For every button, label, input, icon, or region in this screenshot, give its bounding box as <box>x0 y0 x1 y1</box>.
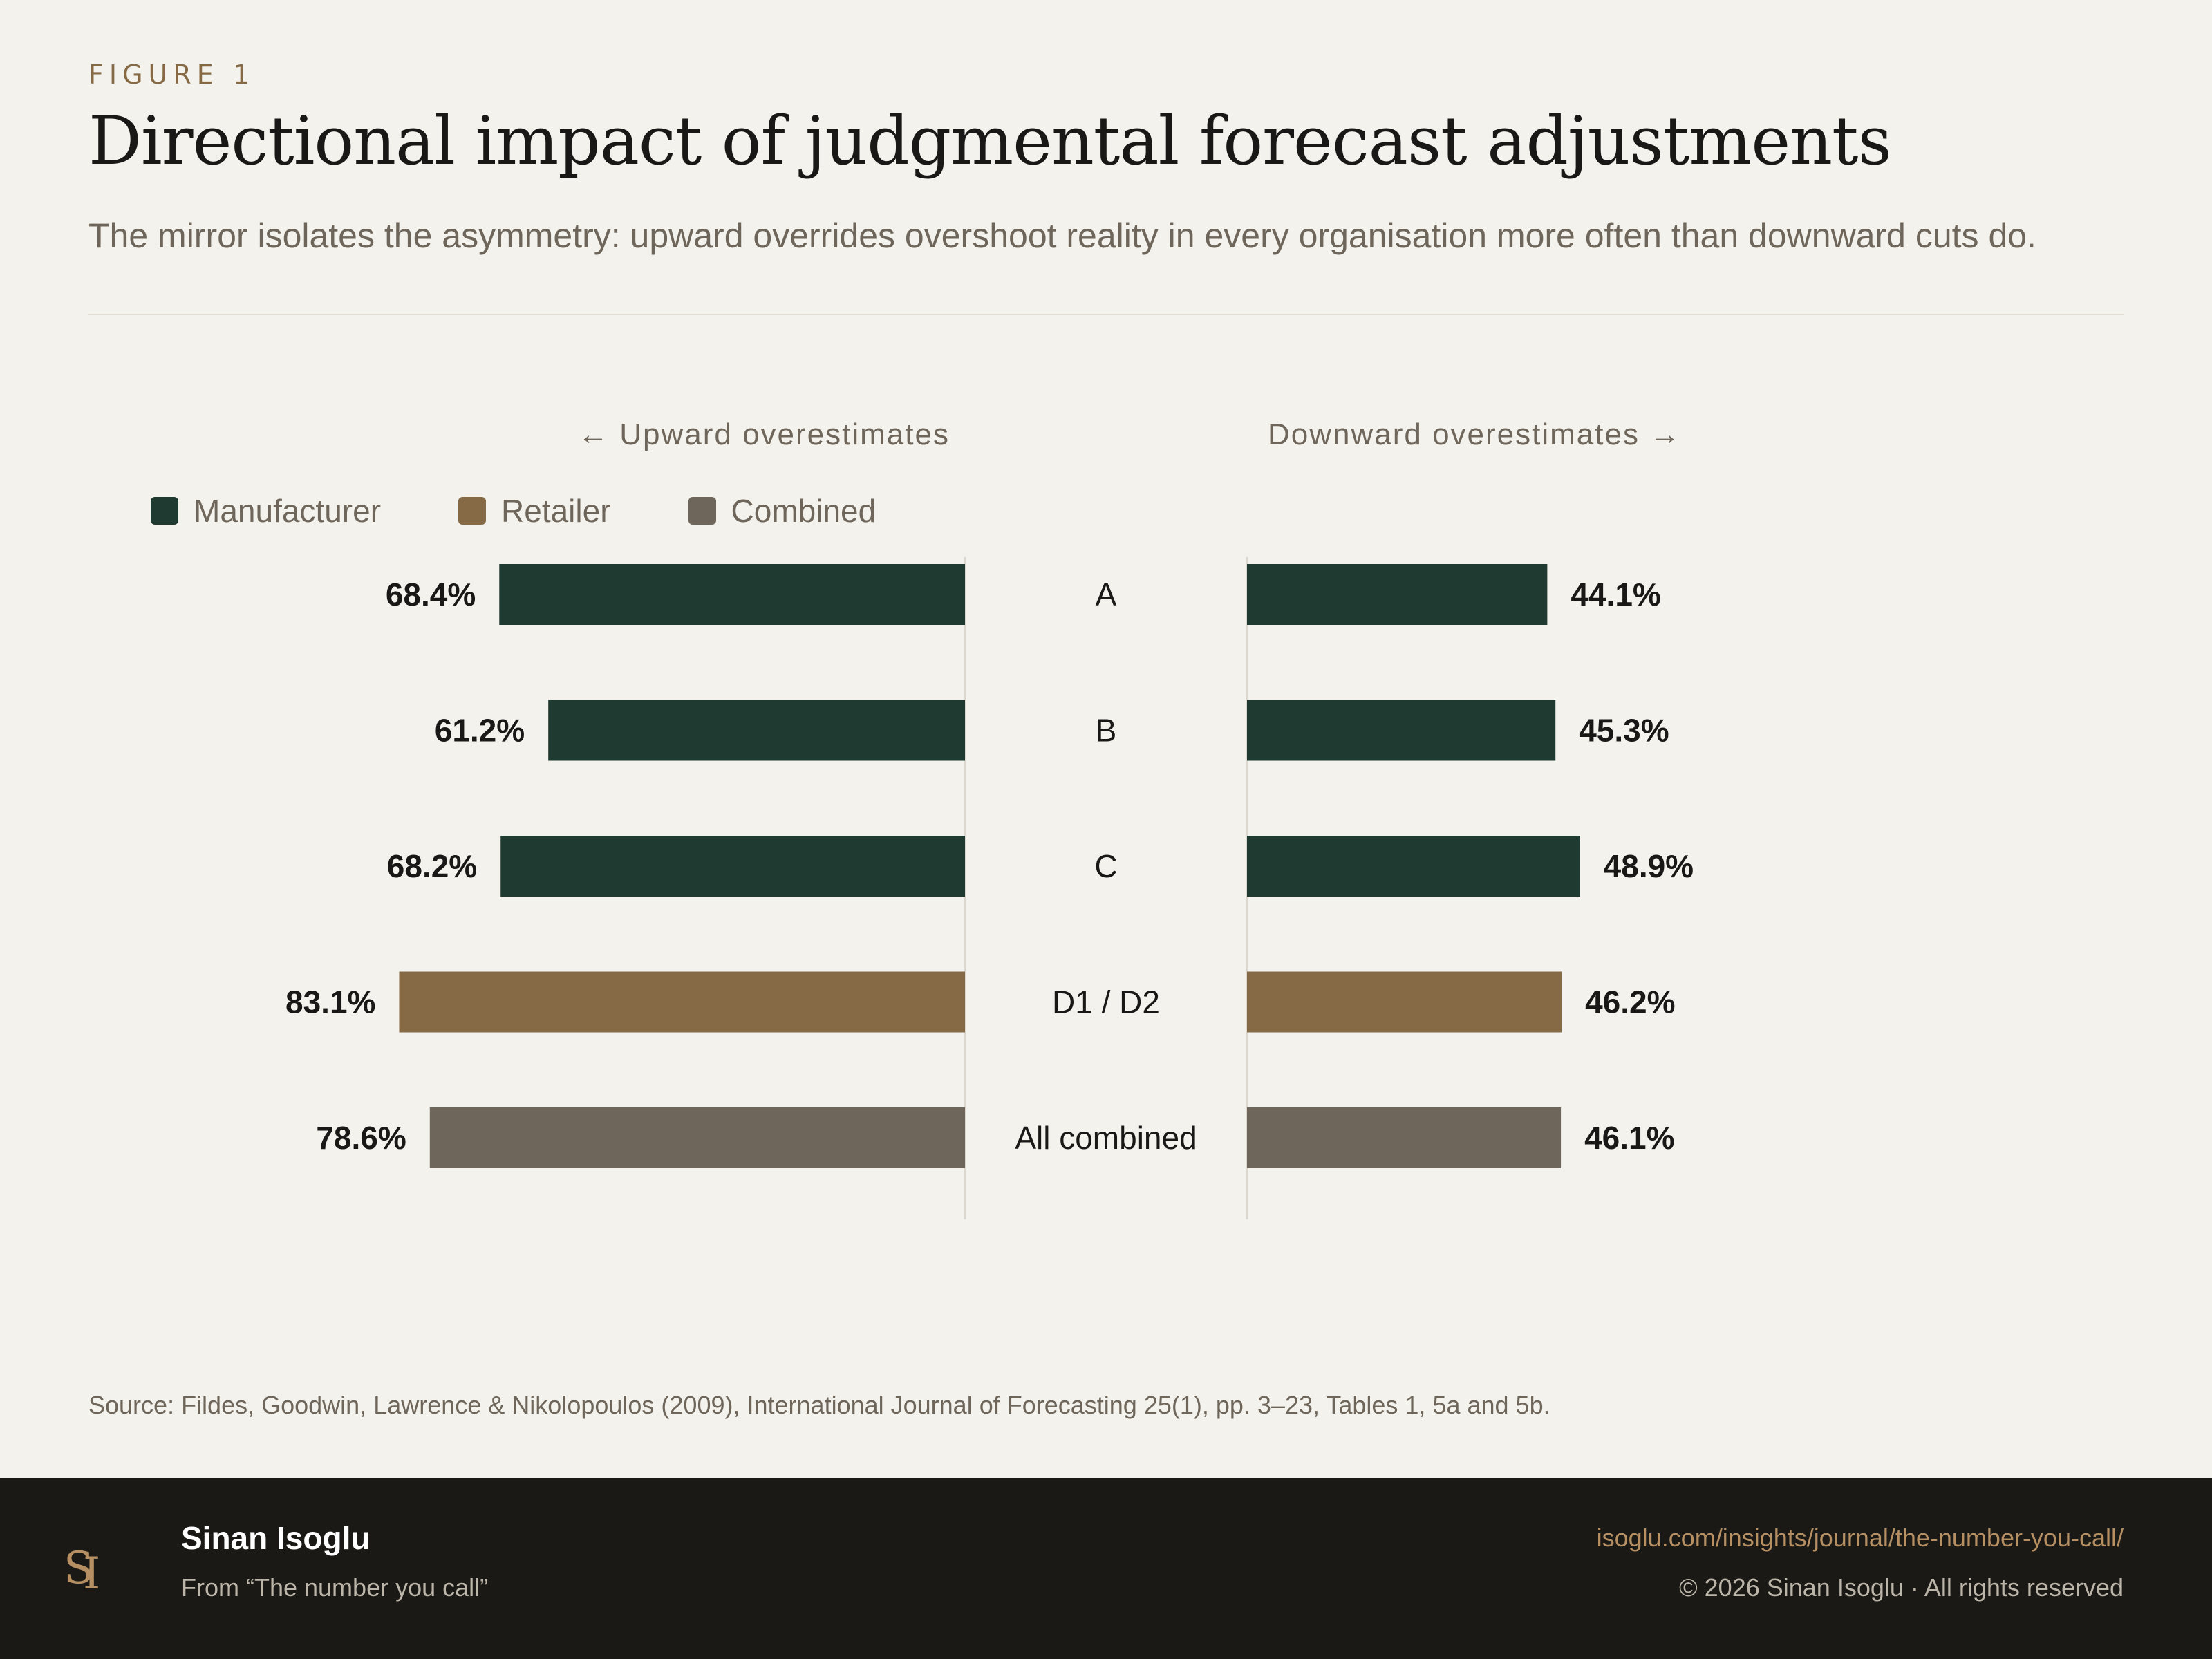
legend-item-retailer: Retailer <box>458 492 611 529</box>
article-url-link[interactable]: isoglu.com/insights/journal/the-number-y… <box>1596 1524 2124 1552</box>
value-label-upward-2: 68.2% <box>387 848 477 884</box>
bar-upward-3 <box>399 971 965 1033</box>
bar-downward-3 <box>1247 971 1562 1033</box>
value-label-upward-4: 78.6% <box>316 1120 406 1156</box>
legend-swatch-combined <box>688 497 716 525</box>
right-side-label: Downward overestimates → <box>1268 418 1682 451</box>
source-note: Source: Fildes, Goodwin, Lawrence & Niko… <box>88 1391 1550 1419</box>
bar-downward-2 <box>1247 836 1580 897</box>
legend-item-manufacturer: Manufacturer <box>151 492 381 529</box>
bar-upward-1 <box>548 700 965 761</box>
author-name: Sinan Isoglu <box>181 1520 371 1556</box>
mirror-bar-chart: 68.4% 44.1% A 61.2% 45.3% B 68.2% 48.9% C 83.1% 46… <box>285 557 1694 1219</box>
value-label-downward-1: 45.3% <box>1579 713 1669 749</box>
legend-swatch-retailer <box>458 497 487 525</box>
value-label-upward-1: 61.2% <box>435 713 525 749</box>
value-label-upward-3: 83.1% <box>285 984 375 1020</box>
copyright-notice: © 2026 Sinan Isoglu · All rights reserve… <box>1679 1573 2124 1602</box>
legend-item-combined: Combined <box>688 492 877 529</box>
chart-subtitle: The mirror isolates the asymmetry: upwar… <box>88 216 2036 255</box>
bar-downward-4 <box>1247 1107 1562 1168</box>
bar-downward-0 <box>1247 564 1548 625</box>
bar-downward-1 <box>1247 700 1556 761</box>
value-label-upward-0: 68.4% <box>386 577 476 612</box>
svg-text:I: I <box>83 1548 100 1600</box>
category-label-4: All combined <box>1015 1120 1197 1156</box>
value-label-downward-2: 48.9% <box>1604 848 1694 884</box>
left-side-label: ← Upward overestimates <box>578 418 950 451</box>
category-label-1: B <box>1096 713 1117 749</box>
figure-label: FIGURE 1 <box>88 59 255 90</box>
legend-label-combined: Combined <box>731 493 877 529</box>
article-reference: From “The number you call” <box>181 1573 489 1602</box>
category-label-2: C <box>1094 848 1117 884</box>
category-label-0: A <box>1096 577 1117 612</box>
category-label-3: D1 / D2 <box>1052 984 1160 1020</box>
bar-upward-0 <box>499 564 965 625</box>
legend-label-manufacturer: Manufacturer <box>194 493 382 529</box>
legend-label-retailer: Retailer <box>501 493 611 529</box>
value-label-downward-0: 44.1% <box>1571 577 1660 612</box>
legend-swatch-manufacturer <box>151 497 178 525</box>
si-monogram-logo: S I <box>64 1543 100 1600</box>
value-label-downward-4: 46.1% <box>1584 1120 1674 1156</box>
bar-upward-4 <box>429 1107 965 1168</box>
svg-text:S: S <box>64 1543 94 1594</box>
footer: S I Sinan Isoglu From “The number you ca… <box>0 1478 2212 1659</box>
legend: Manufacturer Retailer Combined <box>151 492 876 529</box>
chart-title: Directional impact of judgmental forecas… <box>88 102 1892 180</box>
bar-upward-2 <box>500 836 965 897</box>
value-label-downward-3: 46.2% <box>1585 984 1675 1020</box>
header-divider <box>88 314 2124 315</box>
